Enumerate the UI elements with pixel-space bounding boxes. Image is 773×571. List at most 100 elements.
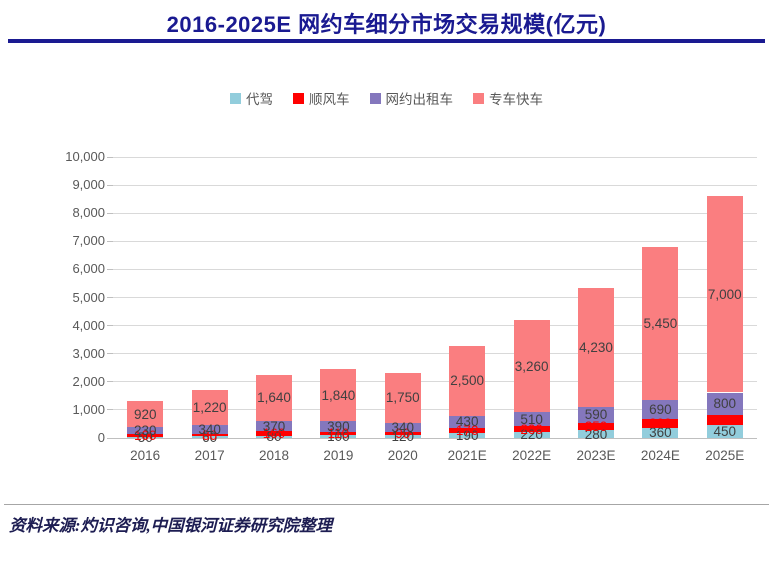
bar-segment [320, 369, 357, 422]
y-tick-label: 4,000 [72, 317, 105, 333]
data-label: 800 [713, 396, 737, 412]
y-tick-label: 5,000 [72, 289, 105, 305]
data-label: 230 [133, 423, 157, 439]
data-label: 80 [202, 427, 218, 443]
data-label: 920 [133, 406, 157, 422]
y-tick [107, 212, 113, 214]
data-label: 100 [133, 427, 157, 443]
bar-segment [191, 424, 228, 435]
data-label: 370 [713, 412, 737, 428]
plot-area: 50 100 230 920 60 80 340 1,220 80 160 370 1,640 100 1… [113, 156, 757, 445]
bar-segment [513, 320, 550, 412]
y-tick-label: 2,000 [72, 373, 105, 389]
bar-segment [449, 427, 486, 433]
bar-segment [320, 421, 357, 433]
bar-segment [384, 373, 421, 423]
data-label: 590 [584, 407, 608, 423]
data-label: 360 [649, 425, 672, 441]
bar-segment [320, 432, 357, 436]
bar-segment [706, 414, 743, 426]
bar-segment [256, 435, 292, 438]
y-tick-label: 1,000 [72, 401, 105, 417]
x-tick-label: 2020 [387, 448, 418, 463]
gridline [113, 353, 757, 355]
y-tick-label: 0 [97, 430, 105, 445]
legend-label: 专车快车 [489, 92, 543, 107]
gridline [113, 297, 757, 298]
bar-segment [578, 423, 614, 431]
data-label: 1,640 [257, 390, 291, 406]
data-label: 280 [584, 426, 608, 442]
data-label: 100 [327, 429, 350, 445]
data-label: 120 [391, 428, 415, 444]
data-label: 7,000 [707, 286, 742, 302]
data-label: 220 [520, 427, 543, 443]
x-tick-label: 2021E [447, 448, 487, 463]
bar-segment [449, 345, 486, 416]
bar-segment [513, 431, 550, 438]
data-label: 510 [520, 411, 543, 427]
legend-label: 网约出租车 [385, 92, 454, 107]
y-tick [107, 325, 113, 327]
bar-segment [642, 419, 679, 428]
legend-label: 顺风车 [309, 92, 350, 107]
y-tick [107, 381, 113, 383]
y-tick-label: 3,000 [72, 345, 105, 361]
y-tick [107, 437, 113, 439]
data-label: 250 [584, 419, 608, 435]
data-label: 5,450 [643, 315, 678, 331]
data-label: 370 [262, 418, 286, 434]
bar-segment [384, 432, 421, 435]
data-label: 1,840 [321, 387, 356, 403]
bar-segment [578, 287, 614, 407]
bar-segment [256, 420, 292, 432]
gridline [113, 381, 757, 383]
source-note: 资料来源:灼识咨询,中国银河证券研究院整理 [9, 516, 333, 535]
y-tick-label: 6,000 [72, 261, 105, 277]
x-tick-label: 2019 [323, 448, 354, 463]
y-tick [107, 268, 113, 270]
bar-segment [127, 436, 164, 438]
chart-legend: 代驾 顺风车 网约出租车 专车快车 [0, 88, 773, 108]
bar-segment [449, 415, 486, 428]
bar-segment [256, 431, 292, 436]
gridline [113, 325, 757, 327]
gridline [113, 437, 757, 439]
x-tick-label: 2022E [512, 448, 552, 463]
legend-swatch-icon [230, 92, 241, 104]
data-label: 450 [713, 424, 737, 440]
data-label: 4,230 [579, 339, 613, 355]
x-tick-label: 2023E [576, 448, 616, 463]
data-label: 2,500 [450, 373, 485, 389]
data-label: 160 [262, 426, 286, 441]
x-tick-label: 2018 [258, 448, 290, 463]
data-label: 1,220 [192, 399, 227, 415]
bar-segment [706, 195, 743, 393]
legend-swatch-icon [369, 92, 381, 104]
y-tick [107, 353, 113, 355]
bar-segment [191, 434, 228, 437]
legend-swatch-icon [473, 92, 484, 104]
data-label: 430 [455, 414, 479, 430]
bar-segment [384, 434, 421, 438]
data-label: 90 [395, 425, 411, 441]
gridline [113, 212, 757, 214]
bar-segment [642, 400, 679, 420]
bar-segment [191, 390, 228, 425]
legend-swatch-icon [293, 92, 304, 104]
bar-segment [513, 411, 550, 427]
y-tick-label: 8,000 [72, 205, 105, 221]
bar-segment [513, 426, 550, 432]
data-label: 50 [137, 429, 153, 445]
y-tick-label: 9,000 [72, 177, 105, 193]
bar-segment [449, 432, 486, 438]
bar-segment [642, 246, 679, 401]
x-tick-label: 2024E [640, 448, 680, 463]
y-tick [107, 184, 113, 186]
bar-segment [384, 422, 421, 433]
data-label: 170 [455, 422, 479, 438]
bar-segment [127, 433, 164, 437]
data-label: 340 [391, 419, 415, 435]
gridline [113, 409, 757, 411]
y-tick-label: 7,000 [72, 233, 105, 249]
